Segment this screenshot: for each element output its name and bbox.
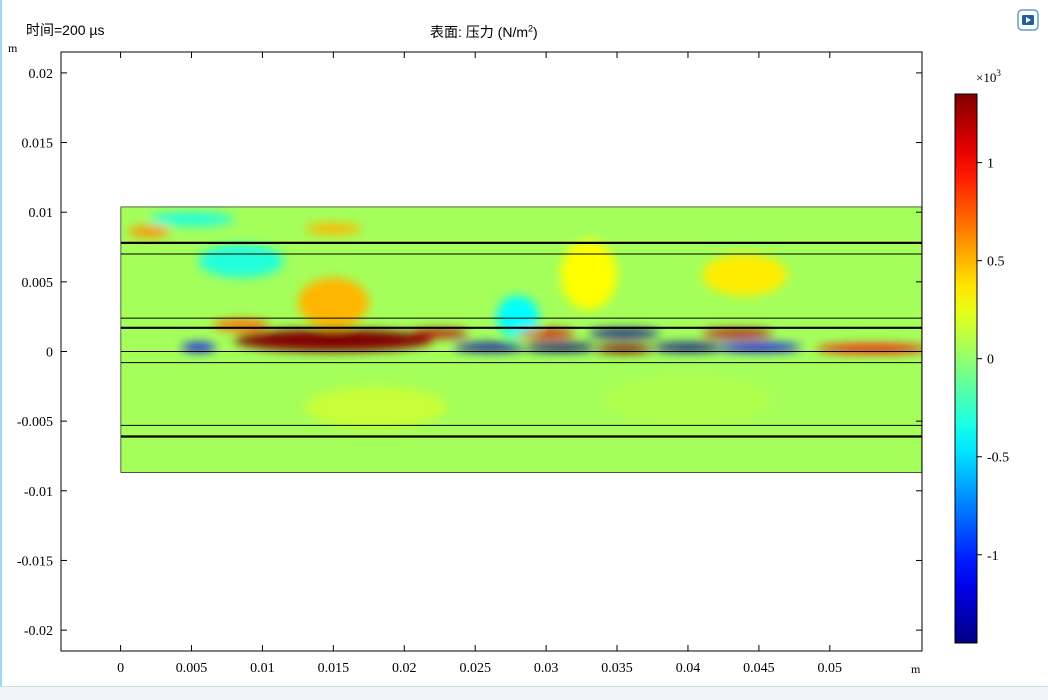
x-tick-label: 0.02 <box>392 661 417 676</box>
x-tick-label: 0 <box>117 661 124 676</box>
x-tick-label: 0.015 <box>318 661 350 676</box>
field-blob <box>148 212 235 227</box>
colorbar-gradient <box>954 93 978 644</box>
field-blob <box>304 386 447 429</box>
field-blob <box>127 226 171 238</box>
field-blob <box>212 319 270 331</box>
field-blob <box>304 223 362 235</box>
colorbar: 1 0.5 0 -0.5 -1 ×103 <box>954 68 1009 644</box>
app-logo-icon[interactable] <box>1017 9 1039 31</box>
x-tick-label: 0.03 <box>534 661 559 676</box>
field-blob <box>716 343 802 352</box>
y-axis-unit: m <box>8 41 18 55</box>
pressure-field <box>120 206 923 473</box>
field-blob <box>560 240 618 310</box>
field-blob <box>588 329 660 338</box>
field-blob <box>702 253 788 296</box>
field-blob <box>702 329 774 338</box>
y-axis: 0.02 0.015 0.01 0.005 0 -0.005 -0.01 -0.015 -0.0… <box>17 67 922 639</box>
field-blob <box>181 343 216 352</box>
field-blob <box>815 344 923 353</box>
colorbar-multiplier: ×103 <box>976 68 1001 85</box>
y-tick-label: -0.015 <box>17 554 53 569</box>
x-tick-label: 0.01 <box>250 661 275 676</box>
field-blob <box>595 344 653 353</box>
field-blob <box>411 329 469 338</box>
x-tick-label: 0.045 <box>743 661 775 676</box>
colorbar-tick-label: -0.5 <box>987 451 1009 466</box>
x-tick-label: 0.04 <box>676 661 701 676</box>
field-blob <box>198 244 284 278</box>
plot-title-text: 表面: 压力 (N/m <box>430 24 528 40</box>
x-tick-label: 0.035 <box>601 661 633 676</box>
field-blob <box>517 329 575 338</box>
plot-title: 表面: 压力 (N/m2) <box>430 22 538 42</box>
x-axis-unit: m <box>911 662 921 676</box>
y-tick-label: 0.02 <box>29 67 54 82</box>
y-tick-label: -0.01 <box>24 485 53 500</box>
window-frame-left <box>0 0 2 699</box>
field-blob <box>524 343 596 352</box>
y-tick-label: -0.02 <box>24 624 53 639</box>
field-blobs <box>127 212 923 429</box>
layer-boundaries <box>120 241 922 438</box>
field-blob <box>652 343 724 352</box>
y-tick-label: 0 <box>46 346 53 361</box>
colorbar-tick-label: -1 <box>987 549 999 564</box>
y-tick-label: -0.005 <box>17 415 53 430</box>
plot-title-suffix: ) <box>533 24 538 40</box>
x-tick-label: 0.025 <box>459 661 491 676</box>
colorbar-tick-label: 0.5 <box>987 255 1005 270</box>
y-tick-label: 0.015 <box>22 137 54 152</box>
time-label: 时间=200 µs <box>26 22 105 38</box>
y-tick-label: 0.01 <box>29 206 54 221</box>
field-blob <box>602 372 774 429</box>
x-tick-label: 0.05 <box>818 661 843 676</box>
status-strip <box>0 686 1048 700</box>
x-tick-label: 0.005 <box>176 661 208 676</box>
colorbar-tick-label: 0 <box>987 353 994 368</box>
colorbar-tick-label: 1 <box>987 157 994 172</box>
y-tick-label: 0.005 <box>22 276 54 291</box>
field-blob <box>297 277 369 328</box>
field-blob <box>234 329 433 352</box>
field-blob <box>453 343 525 352</box>
plot-title-superscript: 2 <box>528 23 534 34</box>
x-axis: 0 0.005 0.01 0.015 0.02 0.025 0.03 0.035 0.04 0.0… <box>117 52 842 676</box>
